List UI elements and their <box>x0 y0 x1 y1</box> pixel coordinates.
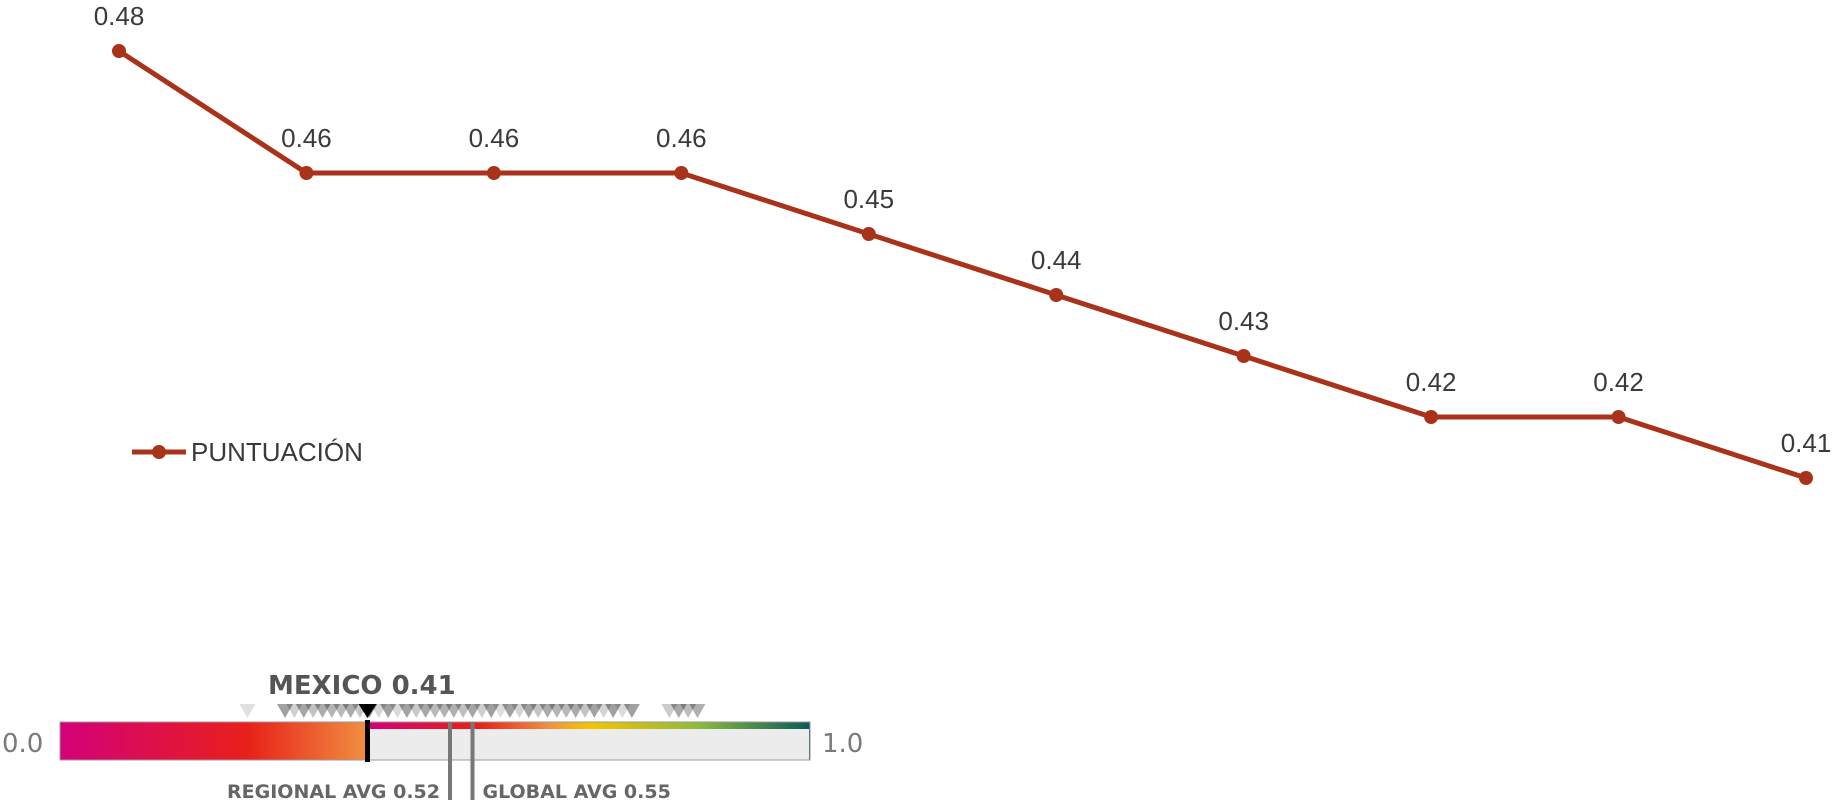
data-labels: 0.48 0.46 0.46 0.46 0.45 0.44 0.43 0.42 0.42 0.41 <box>94 1 1832 458</box>
global-avg-label: GLOBAL AVG 0.55 <box>483 781 671 803</box>
country-marker-triangle <box>670 704 687 718</box>
country-marker-triangle <box>436 704 453 718</box>
data-points <box>112 44 1813 485</box>
country-marker-triangle <box>567 704 584 718</box>
country-marker-triangle <box>605 704 622 718</box>
country-marker-triangle <box>623 704 640 718</box>
country-marker-triangle <box>577 704 593 718</box>
data-point <box>674 166 689 180</box>
country-marker-triangle <box>502 704 518 718</box>
data-label: 0.42 <box>1593 367 1644 397</box>
data-label: 0.41 <box>1781 428 1832 458</box>
country-marker-triangle <box>286 704 303 718</box>
country-marker-triangle <box>427 704 443 718</box>
data-point <box>1424 410 1439 424</box>
scale-max-label: 1.0 <box>822 729 863 759</box>
regional-avg-label: REGIONAL AVG 0.52 <box>227 781 440 803</box>
country-marker-triangle <box>595 704 612 718</box>
data-label: 0.46 <box>281 123 332 153</box>
country-marker-triangle <box>558 704 575 718</box>
country-marker-triangle <box>380 704 397 718</box>
legend-label: PUNTUACIÓN <box>191 437 363 467</box>
score-scale: MEXICO 0.41 0.0 1.0 REGIONAL AVG 0.52 GL… <box>2 671 863 803</box>
country-score-title: MEXICO 0.41 <box>268 671 456 701</box>
line-chart: 0.48 0.46 0.46 0.46 0.45 0.44 0.43 0.42 0.42 0.41… <box>94 1 1832 485</box>
country-marker-triangle <box>586 704 603 718</box>
country-marker-triangle <box>689 704 706 718</box>
data-point <box>1799 471 1813 485</box>
data-point <box>861 227 876 241</box>
data-label: 0.42 <box>1406 367 1457 397</box>
country-marker-triangle <box>464 704 481 718</box>
country-marker-triangle <box>614 704 631 718</box>
country-marker-triangle <box>530 704 547 718</box>
country-marker-triangle <box>548 704 565 718</box>
data-label: 0.46 <box>469 123 520 153</box>
country-marker-triangle <box>417 704 434 718</box>
country-marker-triangle <box>314 704 331 718</box>
country-marker-triangle <box>539 704 556 718</box>
country-marker-triangle <box>455 704 472 718</box>
country-marker-triangle <box>483 704 500 718</box>
scale-top-band <box>367 722 810 729</box>
country-marker-triangle <box>445 704 462 718</box>
data-label: 0.46 <box>656 123 707 153</box>
data-point <box>112 44 126 58</box>
country-marker-triangle <box>239 704 256 718</box>
scale-remaining-grey <box>367 723 809 760</box>
data-point <box>1236 349 1251 363</box>
country-marker-triangle <box>680 704 697 718</box>
legend-dot-marker <box>152 445 166 459</box>
country-marker-triangle <box>305 704 322 718</box>
country-marker-triangle <box>408 704 425 718</box>
country-marker-triangle <box>492 704 509 718</box>
country-markers <box>239 704 706 718</box>
country-marker-triangle <box>342 704 359 718</box>
country-marker-triangle <box>511 704 528 718</box>
country-marker-triangle <box>520 704 537 718</box>
data-label: 0.48 <box>94 1 145 31</box>
data-point <box>1611 410 1626 424</box>
data-point <box>1049 288 1064 302</box>
country-value-triangle <box>358 704 377 718</box>
country-marker-triangle <box>277 704 293 718</box>
country-marker-triangle <box>333 704 350 718</box>
legend: PUNTUACIÓN <box>132 437 363 467</box>
data-point <box>299 166 314 180</box>
country-marker-triangle <box>473 704 490 718</box>
country-marker-triangle <box>370 704 387 718</box>
data-label: 0.43 <box>1218 306 1269 336</box>
country-marker-triangle <box>661 704 678 718</box>
country-marker-triangle <box>398 704 415 718</box>
scale-frame <box>59 721 811 761</box>
data-label: 0.45 <box>843 184 894 214</box>
data-point <box>486 166 501 180</box>
scale-min-label: 0.0 <box>2 729 43 759</box>
series-line-puntuacion <box>117 48 1807 481</box>
country-marker-triangle <box>295 704 312 718</box>
data-label: 0.44 <box>1031 245 1082 275</box>
country-marker-triangle <box>389 704 406 718</box>
country-marker-triangle <box>323 704 340 718</box>
